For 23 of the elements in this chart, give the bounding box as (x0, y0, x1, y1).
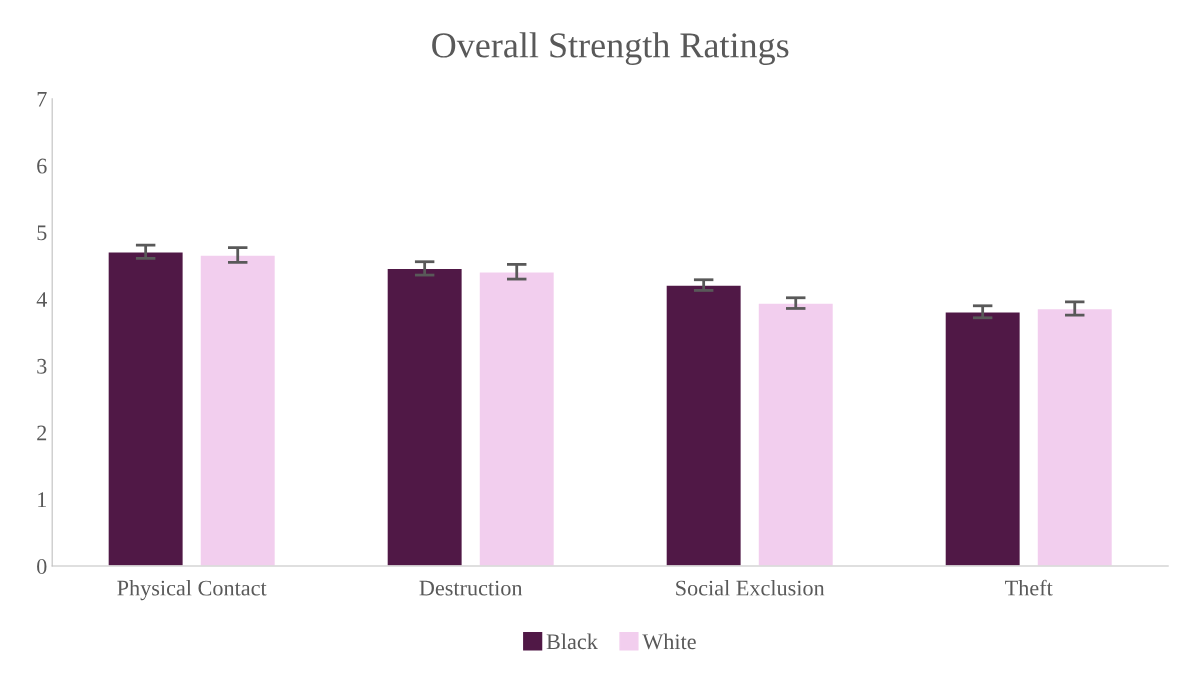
y-tick-label: 2 (37, 425, 47, 441)
x-tick-label: Social Exclusion (676, 579, 825, 596)
y-tick-label: 4 (36, 292, 47, 307)
x-tick-label: Theft (1005, 579, 1053, 596)
bar (1036, 307, 1114, 567)
bar (386, 267, 464, 567)
legend-label: Black (546, 633, 598, 650)
bar (107, 251, 185, 567)
bar (199, 254, 277, 567)
y-tick-label: 6 (37, 158, 47, 174)
y-tick-label: 5 (37, 225, 47, 241)
bar (757, 302, 835, 567)
bar (665, 284, 743, 567)
y-tick-label: 0 (37, 558, 47, 574)
x-tick-label: Destruction (419, 580, 523, 596)
legend-label: White (642, 633, 696, 650)
y-tick-label: 7 (37, 92, 47, 107)
x-tick-label: Physical Contact (117, 579, 267, 601)
bar (944, 311, 1022, 567)
chart-title: Overall Strength Ratings (432, 32, 789, 66)
y-tick-label: 1 (38, 492, 46, 508)
y-tick-label: 3 (37, 358, 47, 374)
bar (478, 271, 556, 567)
